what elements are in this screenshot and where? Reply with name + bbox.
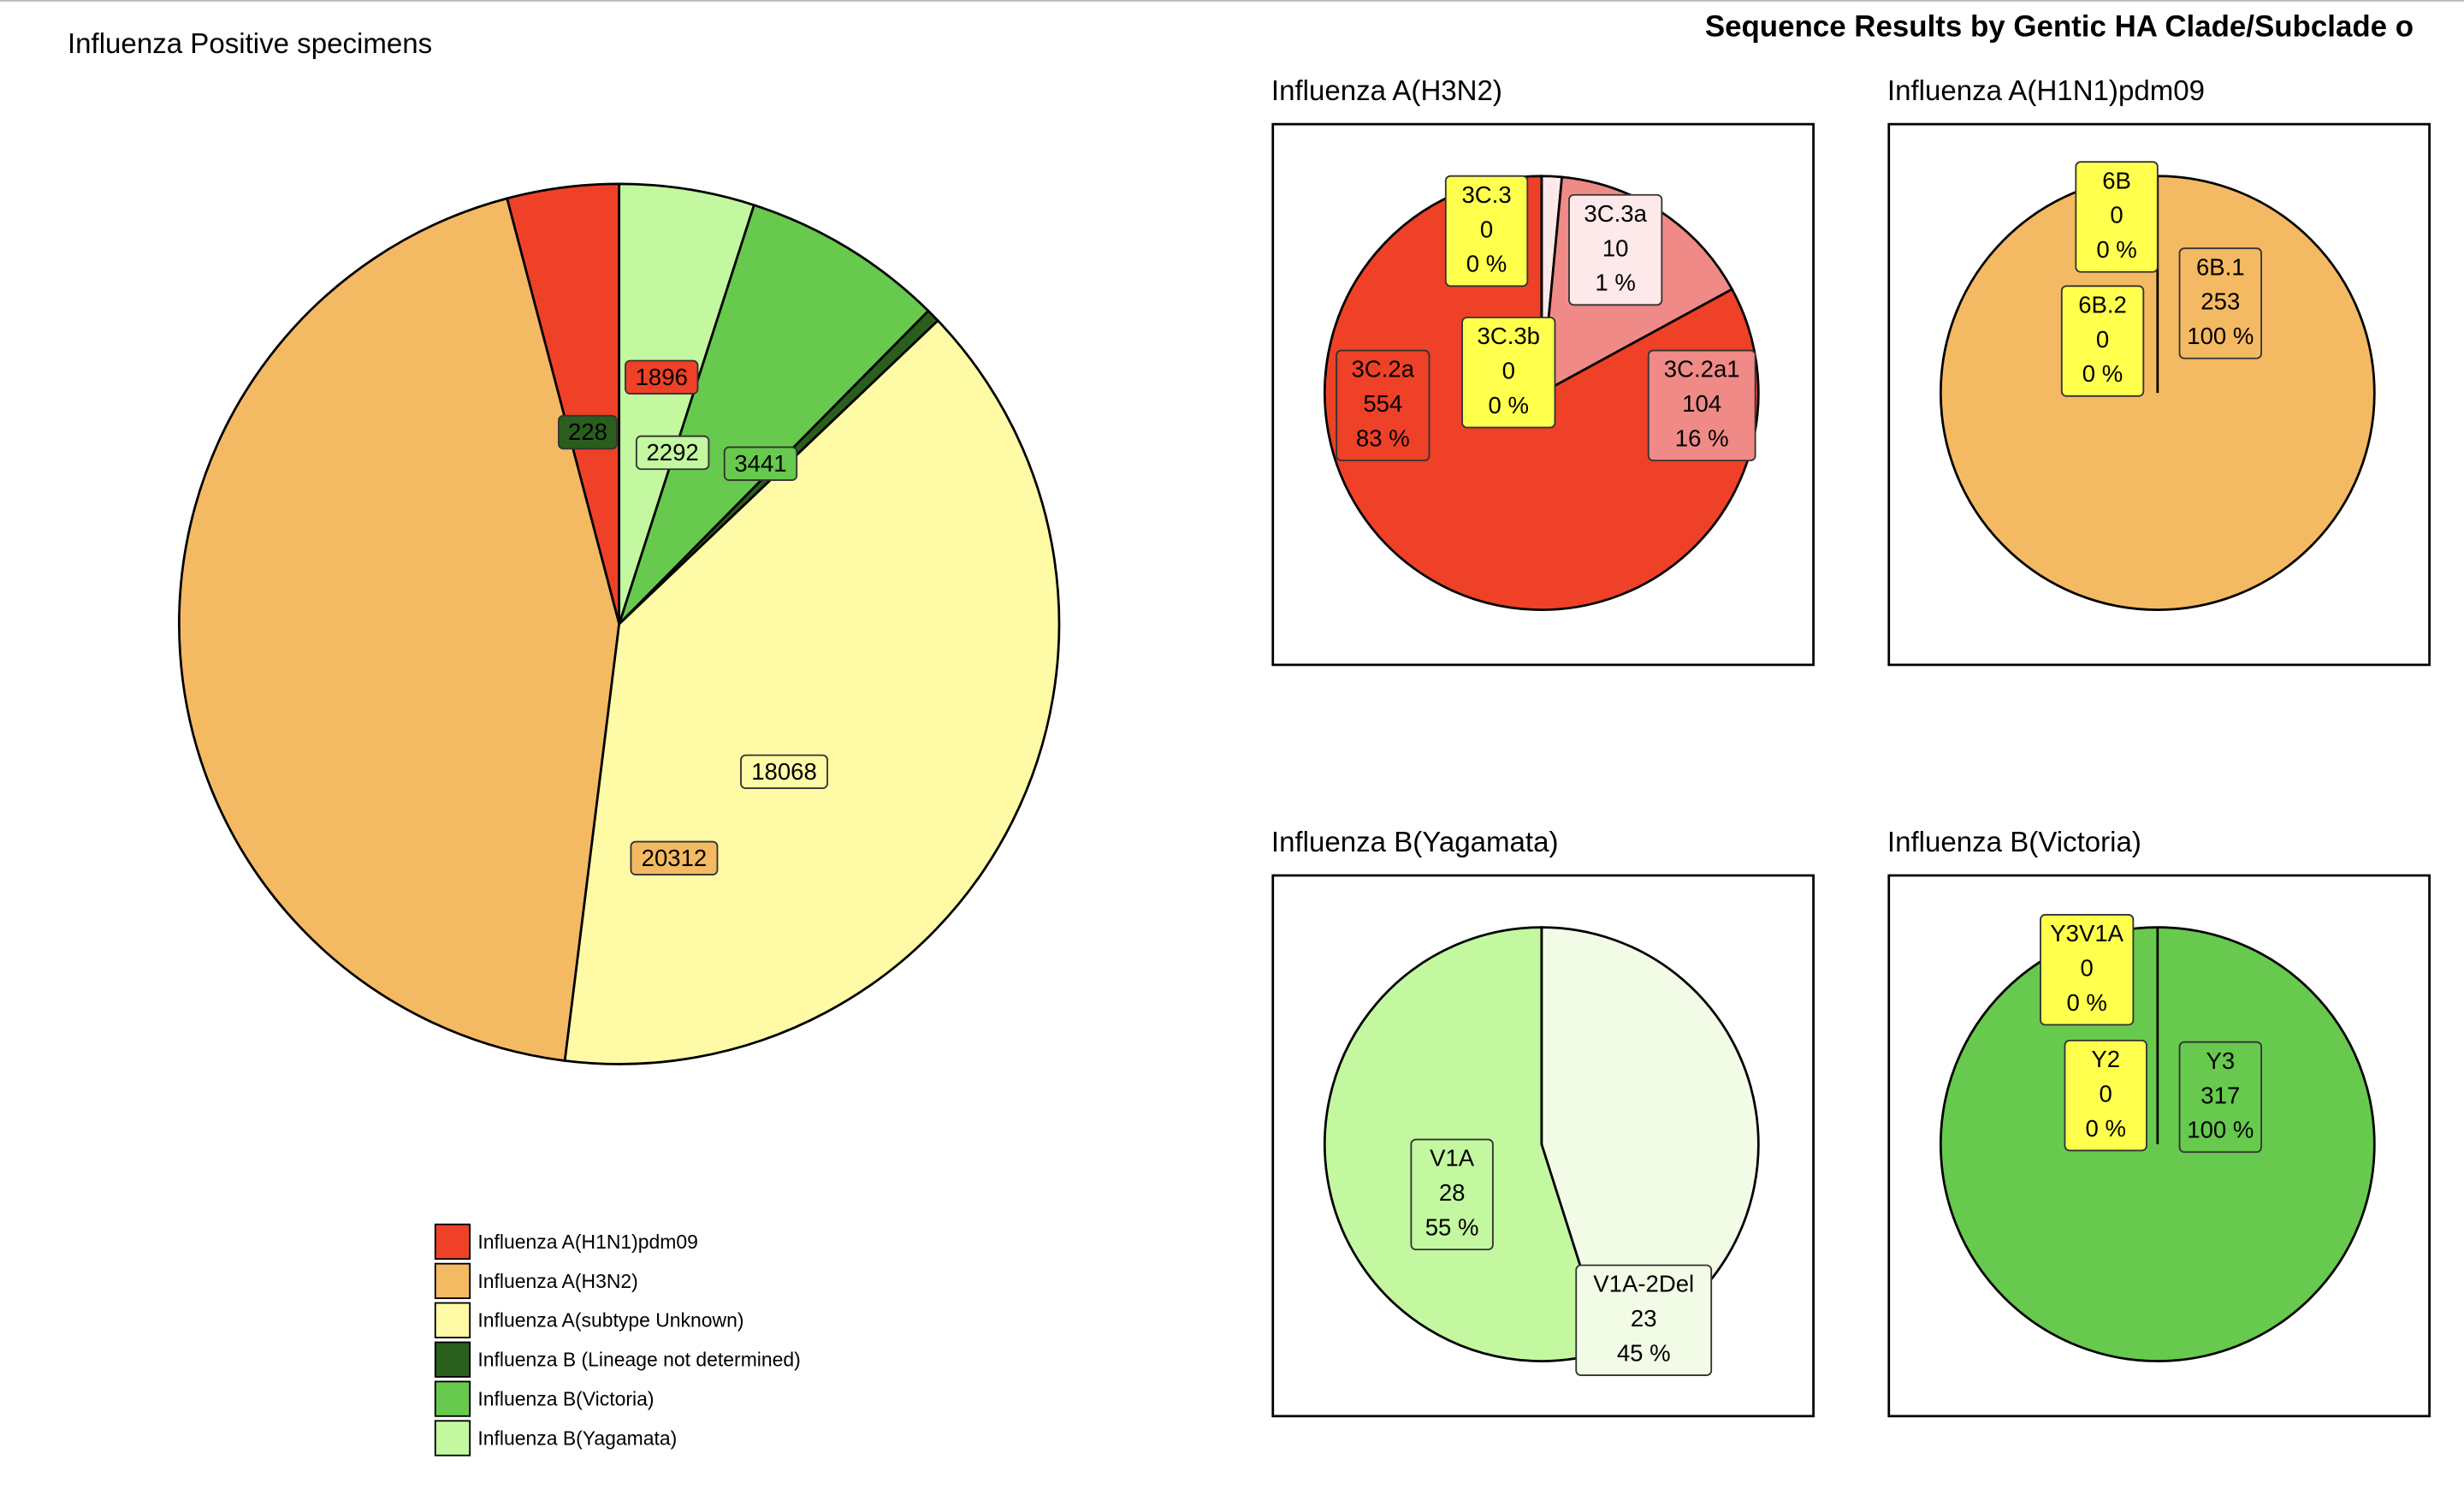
data-label-box [558, 414, 618, 450]
data-label: 18068 [751, 758, 817, 785]
legend-label: Influenza A(H3N2) [477, 1270, 637, 1292]
chart-title: Influenza Positive specimens [68, 28, 432, 60]
legend-label: Influenza B(Victoria) [477, 1388, 654, 1410]
chart-title: Influenza B(Victoria) [1887, 827, 2141, 858]
data-label-box [1647, 349, 1756, 462]
data-label-box [625, 359, 699, 395]
data-label-percent: 0 % [2096, 236, 2136, 263]
data-label-percent: 0 % [2066, 989, 2106, 1016]
data-label-percent: 16 % [1675, 425, 1729, 452]
plot-frame [1271, 122, 1815, 667]
data-label-box [2060, 285, 2145, 397]
chart-title: Influenza B(Yagamata) [1271, 827, 1559, 858]
data-label: 104 [1682, 390, 1721, 417]
data-label-box [1568, 193, 1663, 306]
data-label-category: Y2 [2091, 1046, 2120, 1072]
data-label-percent: 100 % [2187, 1117, 2254, 1143]
data-label: 253 [2200, 288, 2240, 315]
data-label-box [1410, 1138, 1494, 1251]
legend-label: Influenza A(H1N1)pdm09 [477, 1231, 698, 1253]
data-label-category: 3C.3b [1478, 323, 1541, 349]
data-label-percent: 0 % [1466, 251, 1507, 277]
data-label-box [2178, 1041, 2262, 1154]
data-label: 0 [2096, 326, 2109, 353]
data-label-percent: 0 % [2085, 1115, 2125, 1142]
data-label-box [2075, 161, 2159, 273]
legend-swatch [434, 1380, 471, 1417]
data-label-category: 3C.2a [1352, 356, 1415, 383]
legend-label: Influenza B (Lineage not determined) [477, 1349, 800, 1371]
legend-swatch [434, 1341, 471, 1378]
data-label-percent: 55 % [1425, 1214, 1479, 1241]
pie-slice [618, 182, 756, 625]
pie-slice [618, 203, 930, 626]
data-label-box [2040, 914, 2135, 1026]
data-label-category: Y3 [2206, 1047, 2235, 1074]
data-label: 23 [1631, 1305, 1657, 1332]
data-label: 20312 [642, 845, 708, 871]
data-label: 3441 [734, 450, 786, 477]
data-label: 1896 [636, 364, 688, 390]
data-label: 0 [1502, 358, 1515, 384]
data-label-box [2064, 1039, 2147, 1152]
data-label: 0 [2081, 954, 2094, 981]
data-label-box [635, 435, 710, 471]
plot-frame [1887, 122, 2431, 667]
data-label-category: 3C.2a1 [1664, 356, 1740, 383]
data-label-percent: 83 % [1356, 425, 1410, 452]
legend-label: Influenza B(Yagamata) [477, 1427, 677, 1449]
chart-title: Influenza A(H1N1)pdm09 [1887, 75, 2205, 107]
section-title: Sequence Results by Gentic HA Clade/Subc… [1705, 9, 2414, 43]
pie-slice [178, 197, 621, 1063]
data-label: 10 [1602, 234, 1629, 261]
data-label-percent: 100 % [2187, 323, 2254, 349]
plot-frame [1271, 874, 1815, 1418]
plot-frame [1887, 874, 2431, 1418]
data-label: 228 [568, 418, 607, 445]
data-label-category: V1A-2Del [1593, 1271, 1694, 1297]
chart-title: Influenza A(H3N2) [1271, 75, 1502, 107]
data-label-box [630, 840, 719, 876]
data-label-percent: 1 % [1595, 270, 1635, 296]
data-label-category: 3C.3a [1584, 200, 1647, 227]
legend-label: Influenza A(subtype Unknown) [477, 1309, 743, 1332]
data-label: 0 [2100, 1080, 2112, 1106]
pie-slice [563, 318, 1061, 1065]
data-label: 2292 [646, 439, 698, 466]
legend-swatch [434, 1420, 471, 1457]
data-label: 0 [2110, 202, 2123, 228]
data-label: 28 [1439, 1179, 1466, 1206]
data-label-box [1575, 1264, 1713, 1376]
data-label: 317 [2200, 1082, 2240, 1108]
data-label-percent: 45 % [1617, 1339, 1671, 1366]
data-label-category: Y3V1A [2050, 920, 2123, 946]
data-label-percent: 0 % [2082, 360, 2123, 387]
data-label-box [1461, 317, 1556, 429]
data-label: 0 [1480, 216, 1493, 242]
legend-swatch [434, 1302, 471, 1338]
data-label-category: V1A [1430, 1145, 1475, 1172]
data-label-category: 6B.1 [2196, 253, 2245, 280]
data-label-category: 6B.2 [2078, 291, 2127, 317]
data-label-box [1444, 175, 1529, 288]
legend-swatch [434, 1262, 471, 1299]
data-label-box [723, 446, 798, 482]
data-label: 554 [1363, 390, 1402, 417]
data-label-box [740, 754, 828, 789]
legend-swatch [434, 1223, 471, 1261]
data-label-percent: 0 % [1489, 392, 1529, 418]
data-label-box [2178, 247, 2262, 359]
data-label-box [1336, 349, 1430, 462]
data-label-category: 6B [2102, 167, 2131, 193]
data-label-category: 3C.3 [1461, 181, 1511, 208]
